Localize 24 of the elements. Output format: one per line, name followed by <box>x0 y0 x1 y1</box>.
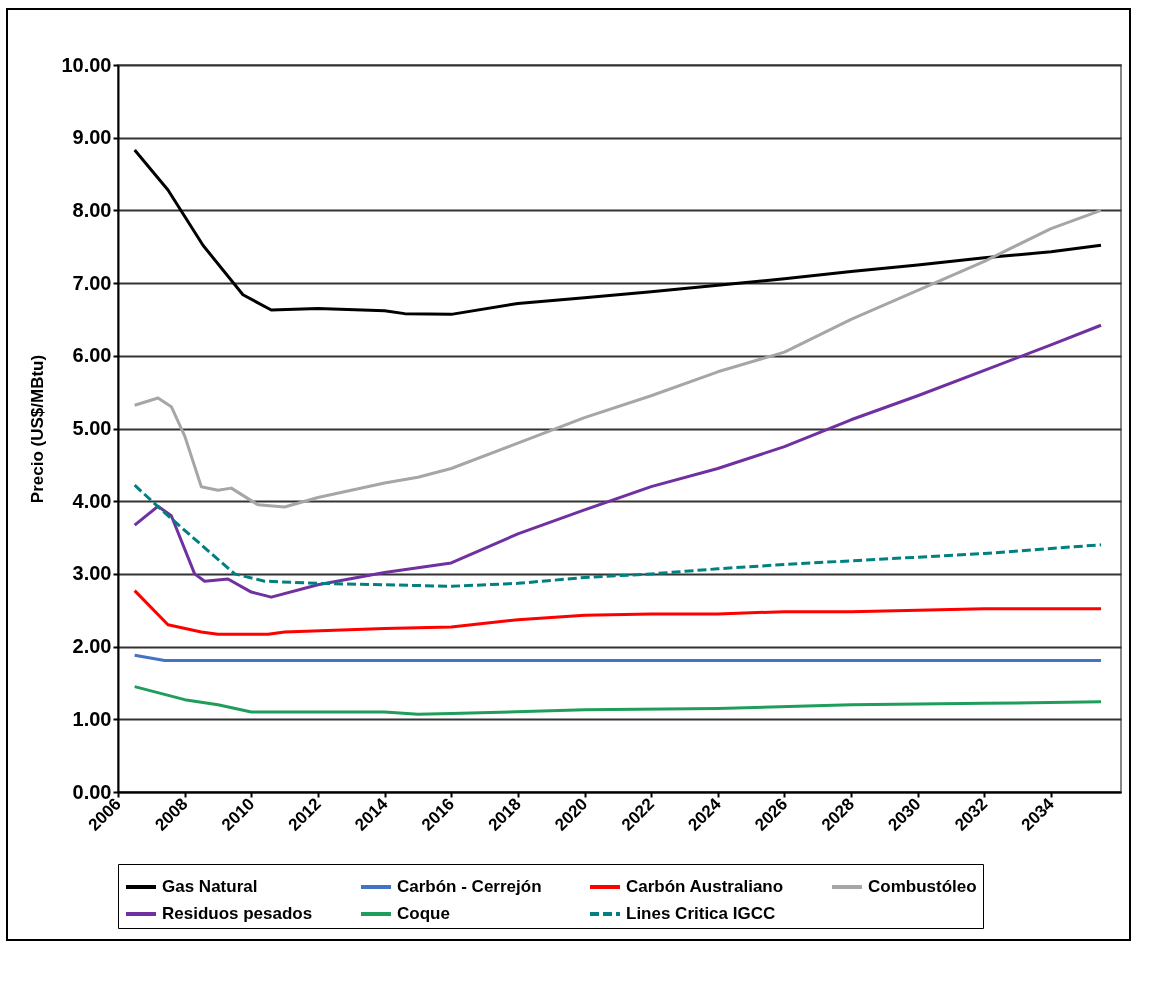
y-tick-label: 7.00 <box>72 271 112 294</box>
line-series <box>133 483 1103 588</box>
line-series <box>133 685 1103 716</box>
legend-label: Lines Critica IGCC <box>626 904 776 923</box>
line-series <box>133 148 1103 316</box>
legend-label: Residuos pesados <box>162 904 313 923</box>
y-tick-label: 8.00 <box>72 198 112 221</box>
y-tick-label: 6.00 <box>72 344 112 367</box>
y-axis-title: Precio (US$/MBtu) <box>28 354 48 504</box>
y-tick-label: 10.00 <box>61 53 112 76</box>
y-tick-label: 3.00 <box>72 562 112 585</box>
legend-label: Carbón - Cerrejón <box>397 877 542 896</box>
y-tick-label: 4.00 <box>72 489 112 512</box>
y-tick-label: 9.00 <box>72 126 112 149</box>
line-series <box>133 589 1103 636</box>
line-series <box>133 208 1103 509</box>
y-tick-label: 5.00 <box>72 417 112 439</box>
legend-label: Combustóleo <box>868 877 977 896</box>
y-tick-label: 1.00 <box>72 707 112 730</box>
legend-label: Carbón Australiano <box>626 877 784 896</box>
legend-label: Gas Natural <box>162 877 258 896</box>
legend-label: Coque <box>397 904 450 923</box>
y-tick-label: 2.00 <box>72 635 112 658</box>
line-series <box>133 323 1103 599</box>
